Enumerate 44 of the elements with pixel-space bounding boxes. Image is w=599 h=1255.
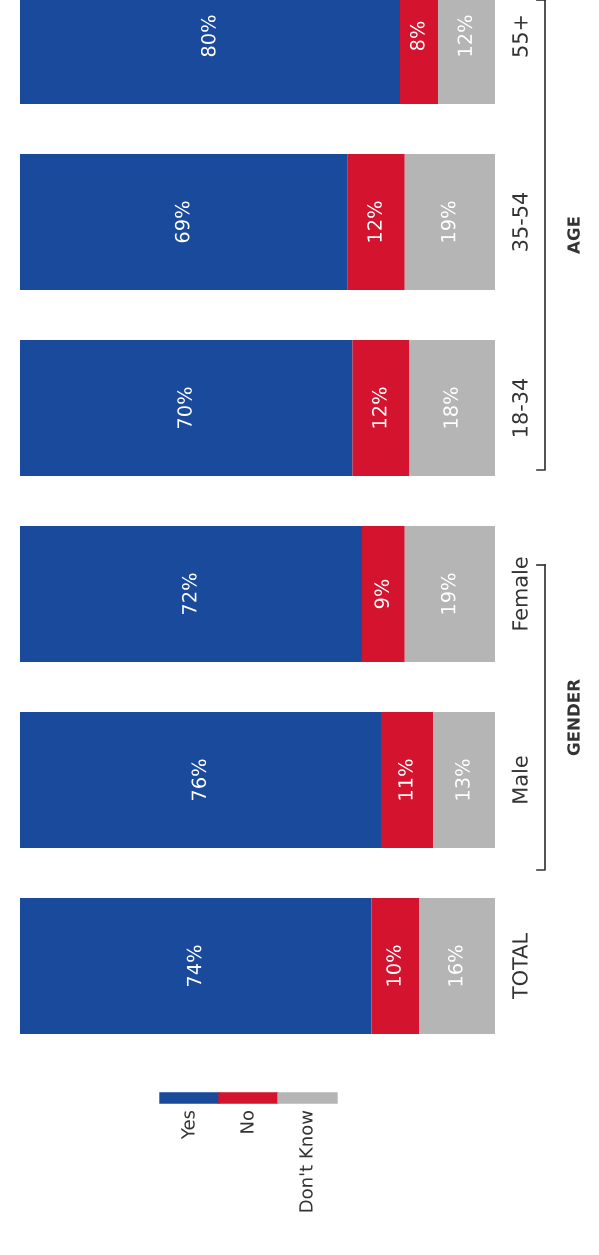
bar <box>381 712 434 848</box>
bar <box>419 898 495 1034</box>
y-tick-label: Male <box>511 756 528 803</box>
bar <box>352 340 410 476</box>
data-label: 16% <box>447 945 463 986</box>
text: AGE <box>567 217 580 254</box>
data-label: 10% <box>386 945 401 986</box>
bar <box>404 526 495 662</box>
data-label: 69% <box>174 201 190 243</box>
bar <box>371 898 419 1034</box>
y-tick-label: 35-54 <box>512 192 528 251</box>
data-label: 11% <box>398 759 413 800</box>
legend-label: No <box>240 1110 254 1133</box>
y-tick-label: 18-34 <box>512 378 528 436</box>
data-label: 13% <box>455 759 470 800</box>
bar <box>409 340 495 476</box>
data-label: 72% <box>181 573 197 615</box>
data-label: 18% <box>443 387 458 428</box>
data-label: 74% <box>186 945 202 987</box>
data-label: 76% <box>191 759 207 801</box>
data-label: 12% <box>371 387 387 428</box>
data-label: 12% <box>457 15 473 56</box>
data-label: 70% <box>177 387 192 429</box>
legend-label: Yes <box>181 1110 195 1140</box>
bar <box>404 154 495 290</box>
bar <box>20 340 353 476</box>
data-label: 19% <box>440 201 456 242</box>
legend-label: Don't Know <box>299 1110 313 1212</box>
bar <box>347 154 405 290</box>
text: GENDER <box>567 679 580 756</box>
data-label: 9% <box>374 579 390 609</box>
bar <box>20 154 348 290</box>
y-tick-label: TOTAL <box>512 933 528 1000</box>
data-label: 80% <box>200 15 216 57</box>
bar <box>20 712 381 848</box>
bar <box>433 712 495 848</box>
y-tick-label: 55+ <box>512 16 528 57</box>
data-label: 8% <box>409 21 425 51</box>
data-label: 12% <box>367 201 382 242</box>
bar <box>20 898 372 1034</box>
data-label: 19% <box>440 573 456 614</box>
bar <box>362 526 405 662</box>
bar <box>20 526 362 662</box>
y-tick-label: Female <box>511 557 528 630</box>
